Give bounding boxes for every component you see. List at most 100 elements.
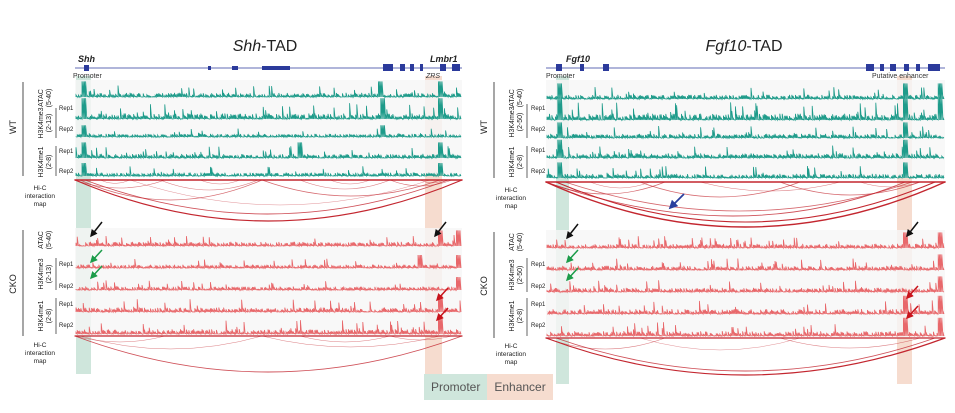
gene-exon (232, 66, 238, 70)
group-label-wt: WT (8, 120, 18, 134)
arrow-black (566, 223, 579, 240)
track-label: H3K4me3 (38, 258, 45, 289)
gene-exon (84, 65, 89, 71)
rep-label: Rep1 (531, 302, 546, 308)
track-range: (5-40) (46, 89, 53, 108)
h3k4me1-rep2-signal (75, 162, 462, 178)
arrow-green (89, 265, 103, 280)
panel-title-suffix: -TAD (261, 38, 297, 55)
arrow-black (434, 221, 447, 238)
rep-label: Rep2 (531, 323, 546, 329)
arrow-red (905, 305, 919, 320)
h3k4me3-rep2-signal (75, 276, 462, 292)
track-range: (2-8) (517, 309, 524, 324)
legend: Promoter Enhancer (424, 374, 553, 400)
rep-label: Rep1 (531, 262, 546, 268)
gene-exon (262, 66, 290, 70)
group-label-cko: CKO (479, 276, 489, 296)
track-label: H3K4me3 (509, 106, 516, 137)
rep-label: Rep2 (59, 284, 74, 290)
track-range: (2-8) (46, 309, 53, 324)
track-range: (2-50) (517, 113, 524, 132)
arrow-green (565, 267, 579, 282)
gene-exon (440, 64, 446, 71)
legend-enhancer: Enhancer (487, 374, 553, 400)
h3k4me3-rep1-signal (75, 254, 462, 270)
zrs-label: ZRS (425, 73, 440, 80)
h3k4me1-rep2-signal (75, 315, 462, 336)
gene-exon (603, 64, 609, 71)
panel-title: Fgf10-TAD (705, 38, 782, 55)
gene-exon (556, 64, 562, 71)
hic-arcs-wt (545, 181, 946, 228)
arrow-black (90, 221, 103, 238)
track-range: (5-40) (46, 231, 53, 250)
arrow-red (435, 287, 449, 302)
atac-signal (546, 83, 945, 101)
track-range: (2-13) (46, 114, 53, 133)
track-range: (2-50) (517, 266, 524, 285)
gene-exon (383, 64, 393, 71)
enhancer-label: Putative enhancer (872, 73, 929, 80)
track-label: H3K4me1 (38, 146, 45, 177)
atac-signal (546, 232, 945, 250)
group-label-wt: WT (479, 120, 489, 134)
track-range: (2-13) (46, 265, 53, 284)
track-label: ATAC (509, 233, 516, 251)
panel-shh: Shh-TAD Shh Lmbr1 Promoter ZRS WT ATAC (8, 38, 463, 374)
promoter-label: Promoter (73, 73, 102, 80)
arrow-red (435, 307, 449, 322)
gene-exon (904, 64, 909, 71)
rep-label: Rep1 (59, 106, 74, 112)
atac-signal (75, 81, 462, 99)
h3k4me1-rep1-signal (547, 295, 945, 316)
gene-label: Lmbr1 (430, 54, 458, 64)
rep-label: Rep2 (531, 284, 546, 290)
track-range: (5-40) (517, 233, 524, 252)
track-label: H3K4me1 (38, 300, 45, 331)
panel-title-suffix: -TAD (746, 38, 782, 55)
h3k4me3-rep2-signal (546, 276, 945, 294)
rep-label: Rep1 (59, 149, 74, 155)
track-range: (5-40) (517, 89, 524, 108)
hic-label: Hi-C interaction map (496, 187, 526, 210)
track-range: (2-8) (517, 155, 524, 170)
track-label: H3K4me1 (509, 146, 516, 177)
gene-exon (208, 66, 211, 70)
h3k4me3-rep1-signal (546, 96, 945, 122)
h3k4me1-rep2-signal (546, 162, 945, 180)
track-label: H3K4me1 (509, 300, 516, 331)
rep-label: Rep2 (59, 169, 74, 175)
gene-exon (866, 64, 874, 71)
gene-label: Fgf10 (566, 54, 590, 64)
track-label: ATAC (509, 89, 516, 107)
wt-tracks (546, 80, 945, 180)
h3k4me3-rep1-signal (75, 98, 462, 121)
gene-exon (890, 64, 896, 71)
panel-title: Shh-TAD (233, 38, 298, 55)
arrow-green (565, 249, 579, 264)
gene-label: Shh (78, 54, 96, 64)
group-label-cko: CKO (8, 274, 18, 294)
gene-exon (410, 64, 414, 71)
h3k4me3-rep2-signal (546, 122, 945, 140)
rep-label: Rep2 (59, 323, 74, 329)
gene-exon (916, 64, 920, 71)
cko-tracks (75, 228, 462, 336)
track-label: ATAC (38, 89, 45, 107)
h3k4me3-rep1-signal (546, 254, 945, 272)
hic-label: Hi-C interaction map (25, 185, 55, 208)
panel-title-gene: Shh (233, 38, 262, 55)
rep-label: Rep1 (531, 106, 546, 112)
gene-exon (400, 64, 405, 71)
cko-tracks (546, 230, 945, 338)
gene-exon (880, 64, 884, 71)
h3k4me1-rep1-signal (546, 139, 945, 160)
hic-arcs-cko (545, 337, 946, 376)
track-range: (2-8) (46, 155, 53, 170)
h3k4me1-rep2-signal (546, 317, 945, 338)
h3k4me1-rep1-signal (75, 295, 462, 314)
arrow-black (906, 221, 919, 238)
rep-label: Rep2 (531, 127, 546, 133)
